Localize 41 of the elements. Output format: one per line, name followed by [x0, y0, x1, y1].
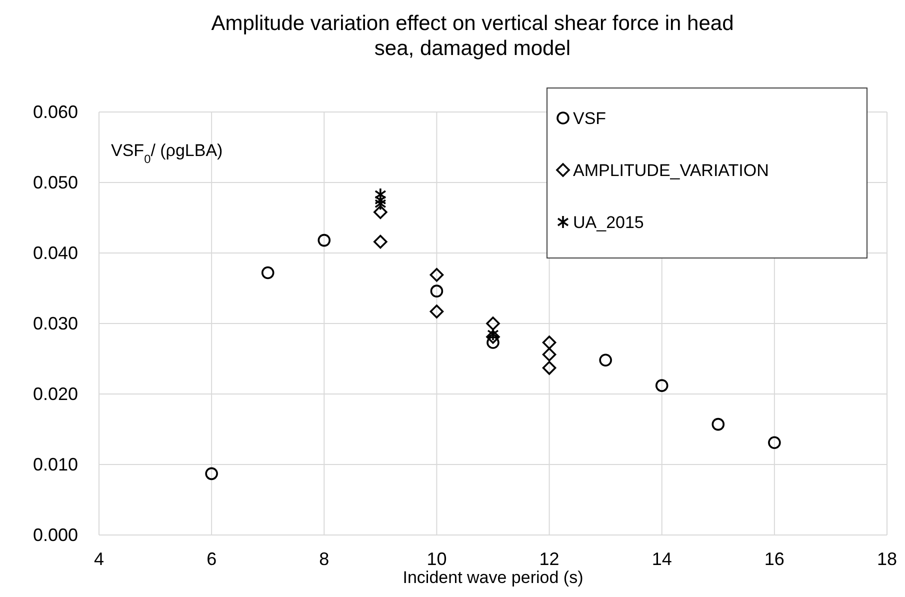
- point: [318, 234, 331, 247]
- legend-label: AMPLITUDE_VARIATION: [573, 161, 769, 180]
- y-tick-label: 0.050: [32, 172, 78, 192]
- x-axis-title: Incident wave period (s): [402, 568, 584, 587]
- y-tick-label: 0.000: [32, 525, 78, 545]
- y-tick-label: 0.010: [32, 454, 78, 474]
- point: [542, 336, 556, 350]
- y-tick-label: 0.020: [32, 384, 78, 404]
- point: [374, 196, 386, 211]
- point: [542, 348, 556, 362]
- x-tick-label: 12: [539, 549, 560, 569]
- point: [486, 336, 500, 349]
- chart-title: Amplitude variation effect on vertical shear force in head sea, damaged model: [211, 12, 734, 60]
- x-tick-label: 8: [319, 549, 330, 569]
- x-tick-label: 4: [94, 549, 104, 569]
- point: [599, 354, 612, 367]
- x-tick-label: 14: [652, 549, 672, 569]
- point: [768, 436, 781, 450]
- point: [430, 268, 444, 282]
- legend-label: VSF: [573, 109, 606, 128]
- y-axis-title: VSF$_{0}$/ (ρgLBA): [111, 141, 223, 166]
- x-tick-label: 16: [764, 549, 784, 569]
- point: [486, 316, 500, 330]
- point: [374, 205, 388, 220]
- point: [205, 467, 218, 480]
- point: [712, 418, 725, 431]
- point: [486, 330, 500, 344]
- point: [542, 361, 556, 375]
- point: [430, 284, 444, 298]
- point: [487, 327, 499, 341]
- x-tick-label: 18: [876, 549, 898, 569]
- y-tick-label: 0.030: [32, 314, 78, 334]
- point: [655, 379, 668, 392]
- x-tick-label: 10: [426, 549, 447, 569]
- y-tick-label: 0.060: [32, 102, 78, 122]
- legend-label: UA_2015: [573, 213, 644, 232]
- point: [261, 266, 274, 280]
- point: [374, 234, 388, 249]
- x-tick-label: 6: [206, 549, 217, 569]
- y-tick-label: 0.040: [32, 243, 78, 263]
- point: [430, 304, 444, 318]
